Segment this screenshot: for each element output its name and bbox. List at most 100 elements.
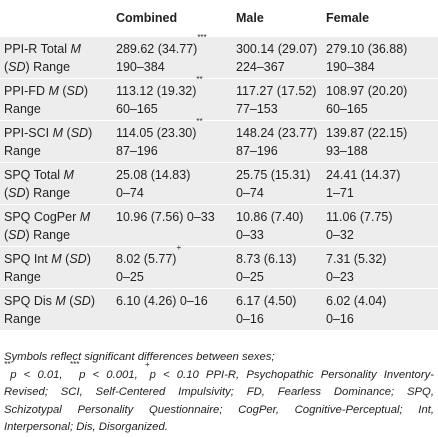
table-cell: 6.10 (4.26) 0–16 bbox=[112, 288, 232, 331]
table-row: SPQ Total M (SD) Range 25.08 (14.83) 0–74 25… bbox=[0, 162, 438, 205]
text-segment: 0–33 bbox=[236, 228, 264, 242]
text-line: 6.17 (4.50) bbox=[236, 292, 318, 310]
text-line: (SD) Range bbox=[4, 226, 108, 244]
text-line: 0–32 bbox=[326, 226, 434, 244]
table-row: PPI-SCI M (SD) Range 114.05 (23.30)** 87–19… bbox=[0, 118, 438, 163]
text-line: 279.10 (36.88) bbox=[326, 40, 434, 58]
text-segment: M bbox=[51, 252, 62, 266]
text-segment: 6.10 (4.26) 0–16 bbox=[116, 294, 208, 308]
text-line: SPQ Dis M (SD) bbox=[4, 292, 108, 310]
text-line: PPI-FD M (SD) bbox=[4, 82, 108, 100]
text-segment: 0–16 bbox=[326, 312, 354, 326]
text-segment: 87–196 bbox=[116, 144, 158, 158]
text-segment: 289.62 (34.77) bbox=[116, 42, 198, 56]
text-segment: ( bbox=[58, 84, 67, 98]
table-cell: 279.10 (36.88) 190–384 bbox=[322, 36, 438, 79]
row-label: SPQ Dis M (SD) Range bbox=[0, 288, 112, 331]
text-segment: ( bbox=[4, 228, 9, 242]
superscript: *** bbox=[197, 33, 207, 42]
text-line: 6.02 (4.04) bbox=[326, 292, 434, 310]
text-segment: ( bbox=[61, 252, 70, 266]
table-row: PPI-R Total M (SD) Range 289.62 (34.77)***… bbox=[0, 34, 438, 79]
text-line: 139.87 (22.15) bbox=[326, 124, 434, 142]
superscript: ** bbox=[4, 359, 11, 369]
text-line: 190–384 bbox=[326, 58, 434, 76]
text-segment: 6.02 (4.04) bbox=[326, 294, 387, 308]
table-cell: 117.27 (17.52) 77–153 bbox=[232, 78, 322, 121]
column-header: Male bbox=[232, 0, 322, 37]
text-line: 93–188 bbox=[326, 142, 434, 160]
table-cell: 25.75 (15.31) 0–74 bbox=[232, 162, 322, 205]
text-segment: PPI-FD bbox=[4, 84, 49, 98]
text-segment: 0–74 bbox=[116, 186, 144, 200]
text-segment: SPQ Dis bbox=[4, 294, 56, 308]
text-line: 117.27 (17.52) bbox=[236, 82, 318, 100]
text-line: Interpersonal; Dis, Disorganized. bbox=[4, 419, 434, 437]
text-segment: 117.27 (17.52) bbox=[236, 84, 317, 98]
superscript: + bbox=[176, 243, 182, 252]
table-cell: 289.62 (34.77)*** 190–384 bbox=[112, 34, 232, 79]
table-cell: 11.06 (7.75) 0–32 bbox=[322, 204, 438, 247]
text-line: 87–196 bbox=[116, 142, 228, 160]
text-segment: ( bbox=[4, 186, 9, 200]
text-line: 0–16 bbox=[326, 310, 434, 328]
header-text: Male bbox=[236, 11, 264, 25]
text-segment: ) bbox=[83, 84, 89, 98]
text-line: 224–367 bbox=[236, 58, 318, 76]
column-header bbox=[0, 0, 112, 37]
superscript: ** bbox=[196, 75, 203, 84]
superscript: ** bbox=[196, 117, 203, 126]
text-line: 190–384 bbox=[116, 58, 228, 76]
text-segment: 25.08 (14.83) bbox=[116, 168, 191, 182]
text-segment: 0–23 bbox=[326, 270, 354, 284]
text-line: 300.14 (29.07) bbox=[236, 40, 318, 58]
text-segment: 24.41 (14.37) bbox=[326, 168, 401, 182]
text-segment: M bbox=[52, 126, 64, 140]
table-cell: 24.41 (14.37) 1–71 bbox=[322, 162, 438, 205]
table-cell: 10.86 (7.40) 0–33 bbox=[232, 204, 322, 247]
text-segment: Interpersonal; Dis, Disorganized. bbox=[4, 421, 168, 433]
text-line: 7.31 (5.32) bbox=[326, 250, 434, 268]
table-cell: 8.73 (6.13) 0–25 bbox=[232, 246, 322, 289]
column-header: Female bbox=[322, 0, 438, 37]
header-text: Female bbox=[326, 11, 370, 25]
table-body: PPI-R Total M (SD) Range 289.62 (34.77)***… bbox=[0, 34, 438, 331]
text-line: 0–74 bbox=[116, 184, 228, 202]
text-segment: ) bbox=[86, 252, 91, 266]
text-segment: 0–16 bbox=[236, 312, 264, 326]
text-line: 1–71 bbox=[326, 184, 434, 202]
text-line: 113.12 (19.32)** bbox=[116, 76, 228, 100]
text-line: Symbols reflect significant differences … bbox=[4, 349, 434, 367]
row-label: SPQ Total M (SD) Range bbox=[0, 162, 112, 205]
text-line: **p < 0.01, ***p < 0.001, +p < 0.10 PPI-… bbox=[4, 360, 434, 385]
table-cell: 300.14 (29.07) 224–367 bbox=[232, 36, 322, 79]
table-cell: 8.02 (5.77)+ 0–25 bbox=[112, 244, 232, 289]
text-segment: 139.87 (22.15) bbox=[326, 126, 408, 140]
table-cell: 114.05 (23.30)** 87–196 bbox=[112, 118, 232, 163]
table-cell: 6.17 (4.50) 0–16 bbox=[232, 288, 322, 331]
text-line: Range bbox=[4, 268, 108, 286]
text-segment: SD bbox=[69, 252, 87, 266]
text-segment: 7.31 (5.32) bbox=[326, 252, 387, 266]
table-row: SPQ CogPer M (SD) Range 10.96 (7.56) 0–33 1… bbox=[0, 204, 438, 247]
text-segment: ( bbox=[65, 294, 74, 308]
text-line: 0–25 bbox=[116, 268, 228, 286]
text-line: Range bbox=[4, 142, 108, 160]
footnote: Symbols reflect significant differences … bbox=[0, 331, 438, 437]
text-line: 10.86 (7.40) bbox=[236, 208, 318, 226]
table-row: SPQ Dis M (SD) Range 6.10 (4.26) 0–16 6.17 … bbox=[0, 288, 438, 331]
text-segment: Range bbox=[4, 270, 41, 284]
text-segment: Symbols reflect significant differences … bbox=[4, 351, 275, 363]
text-segment: M bbox=[55, 294, 66, 308]
superscript: + bbox=[144, 359, 150, 369]
text-line: 108.97 (20.20) bbox=[326, 82, 434, 100]
text-segment: 77–153 bbox=[236, 102, 278, 116]
text-segment: SPQ Total bbox=[4, 168, 64, 182]
text-segment: 6.17 (4.50) bbox=[236, 294, 297, 308]
data-table: Combined Male Female PPI-R Total M (SD) Ran… bbox=[0, 0, 438, 331]
text-segment: 0–32 bbox=[326, 228, 354, 242]
text-segment: SPQ Int bbox=[4, 252, 52, 266]
text-segment: p < 0.001, bbox=[79, 368, 145, 381]
table-row: SPQ Int M (SD) Range 8.02 (5.77)+ 0–25 8.73 … bbox=[0, 244, 438, 289]
